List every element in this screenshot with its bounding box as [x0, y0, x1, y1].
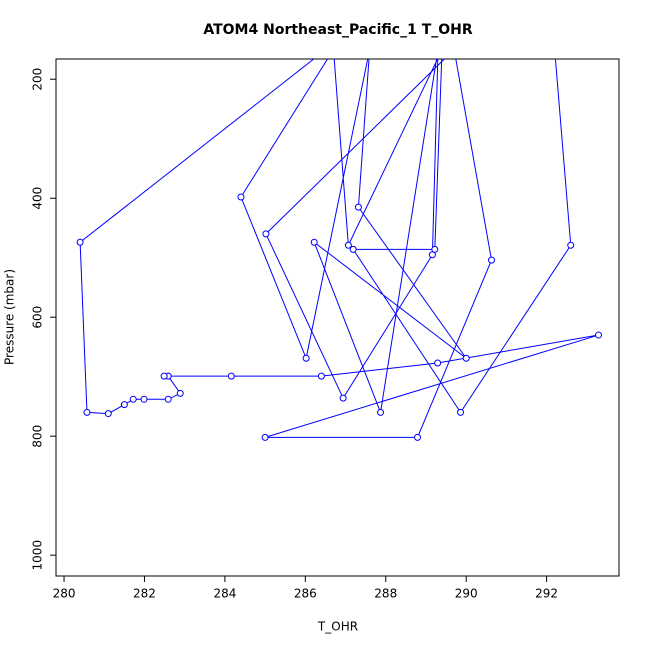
- chart-title: ATOM4 Northeast_Pacific_1 T_OHR: [203, 22, 473, 38]
- data-point: [414, 433, 422, 441]
- data-point: [344, 241, 352, 249]
- x-tick-label: 286: [294, 587, 317, 601]
- data-point: [354, 203, 362, 211]
- y-tick-label: 200: [31, 68, 45, 91]
- x-tick-label: 282: [133, 587, 156, 601]
- data-point: [451, 46, 457, 52]
- data-point: [349, 245, 357, 253]
- data-point: [160, 372, 168, 380]
- data-point: [237, 193, 245, 201]
- data-point: [439, 46, 445, 52]
- data-point: [367, 46, 373, 52]
- data-point: [104, 410, 112, 418]
- plot-area: [76, 41, 602, 441]
- data-point: [140, 395, 148, 403]
- data-point: [129, 395, 137, 403]
- data-point: [227, 372, 235, 380]
- data-point: [457, 408, 465, 416]
- data-point: [488, 256, 496, 264]
- data-point: [462, 354, 470, 362]
- x-tick-label: 292: [535, 587, 558, 601]
- x-tick-label: 284: [213, 587, 236, 601]
- x-axis-label: T_OHR: [317, 620, 358, 634]
- data-point: [310, 238, 318, 246]
- data-point: [377, 408, 385, 416]
- x-tick-label: 290: [455, 587, 478, 601]
- x-tick-label: 280: [53, 587, 76, 601]
- data-point: [302, 354, 310, 362]
- y-tick-label: 600: [31, 306, 45, 329]
- data-point: [330, 46, 336, 52]
- data-point: [594, 331, 602, 339]
- data-point: [330, 41, 336, 47]
- plot-frame: [55, 58, 620, 577]
- data-point: [176, 389, 184, 397]
- y-axis-label: Pressure (mbar): [3, 269, 17, 365]
- series-line: [79, 59, 599, 438]
- data-point: [317, 372, 325, 380]
- y-tick-label: 400: [31, 187, 45, 210]
- data-point: [120, 401, 128, 409]
- data-point: [262, 230, 270, 238]
- data-point: [76, 238, 84, 246]
- data-point: [339, 394, 347, 402]
- y-tick-label: 800: [31, 425, 45, 448]
- data-point: [552, 46, 558, 52]
- data-point: [261, 433, 269, 441]
- x-tick-label: 288: [374, 587, 397, 601]
- data-point: [567, 241, 575, 249]
- y-tick-label: 1000: [31, 540, 45, 571]
- data-point: [83, 408, 91, 416]
- data-point: [435, 46, 441, 52]
- data-point: [434, 359, 442, 367]
- data-point: [164, 395, 172, 403]
- data-point: [431, 245, 439, 253]
